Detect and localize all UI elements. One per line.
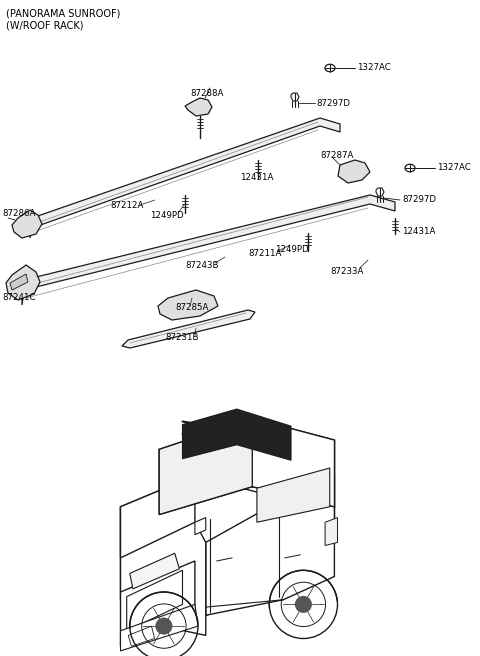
Text: 87297D: 87297D [316, 98, 350, 108]
Polygon shape [120, 561, 195, 646]
Polygon shape [257, 468, 330, 522]
Polygon shape [159, 419, 252, 514]
Text: 12431A: 12431A [402, 228, 435, 237]
Text: 1327AC: 1327AC [437, 163, 471, 173]
Polygon shape [120, 506, 206, 636]
Polygon shape [30, 118, 340, 238]
Polygon shape [128, 626, 155, 646]
Text: 87243B: 87243B [185, 262, 218, 270]
Text: 87233A: 87233A [330, 268, 363, 276]
Text: 1249PD: 1249PD [150, 211, 184, 220]
Polygon shape [120, 476, 283, 615]
Polygon shape [6, 265, 40, 300]
Polygon shape [12, 210, 42, 238]
Text: 87286A: 87286A [2, 209, 36, 218]
Text: 87231B: 87231B [165, 333, 199, 342]
Circle shape [295, 596, 312, 613]
Polygon shape [22, 195, 395, 305]
Text: 87241C: 87241C [2, 293, 36, 302]
Polygon shape [338, 160, 370, 183]
Polygon shape [195, 518, 206, 535]
Polygon shape [130, 553, 180, 589]
Polygon shape [127, 570, 182, 631]
Polygon shape [120, 476, 195, 558]
Polygon shape [206, 476, 335, 615]
Polygon shape [325, 518, 337, 546]
Text: 87211A: 87211A [248, 249, 281, 258]
Polygon shape [376, 188, 384, 196]
Polygon shape [159, 419, 335, 514]
Text: 87297D: 87297D [402, 195, 436, 205]
Polygon shape [291, 93, 299, 101]
Text: 87285A: 87285A [175, 302, 208, 312]
Text: (PANORAMA SUNROOF): (PANORAMA SUNROOF) [6, 9, 120, 19]
Text: 87212A: 87212A [110, 201, 144, 209]
Text: (W/ROOF RACK): (W/ROOF RACK) [6, 21, 84, 31]
Text: 1249PD: 1249PD [275, 245, 309, 255]
Text: 87288A: 87288A [190, 89, 223, 98]
Polygon shape [158, 290, 218, 320]
Polygon shape [182, 409, 291, 461]
Polygon shape [120, 604, 198, 651]
Polygon shape [122, 310, 255, 348]
Text: 87287A: 87287A [320, 150, 353, 159]
Circle shape [156, 617, 172, 634]
Text: 1327AC: 1327AC [357, 64, 391, 73]
Text: 12431A: 12431A [240, 173, 274, 182]
Polygon shape [252, 419, 335, 506]
Polygon shape [10, 274, 28, 290]
Polygon shape [185, 98, 212, 116]
